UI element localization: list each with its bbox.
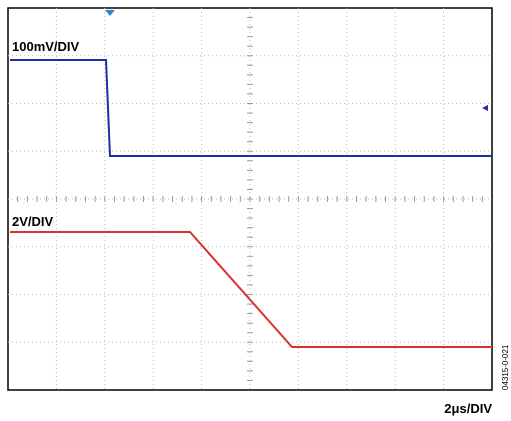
trigger-marker <box>105 10 115 16</box>
ch1-trace <box>10 59 492 157</box>
ch2-trace <box>10 231 492 348</box>
time-scale-label: 2μs/DIV <box>444 401 492 416</box>
graticule <box>8 8 492 390</box>
ch1-scale-label: 100mV/DIV <box>12 39 80 54</box>
level-marker <box>482 105 488 111</box>
ch2-scale-label: 2V/DIV <box>12 214 54 229</box>
figure-id: 04315-0-021 <box>501 344 510 390</box>
